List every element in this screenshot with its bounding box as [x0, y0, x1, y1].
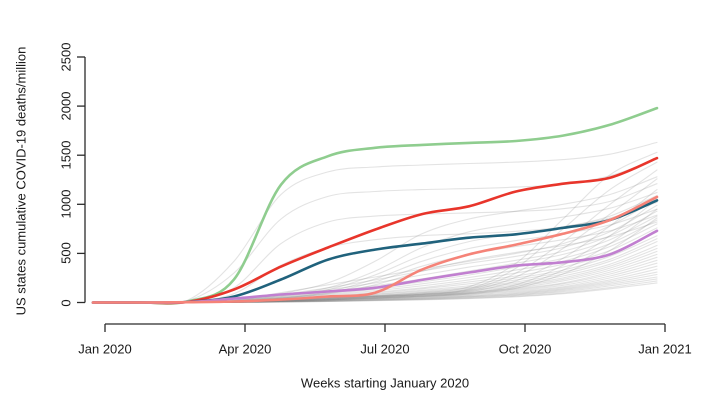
- y-tick-label: 500: [58, 242, 74, 265]
- x-tick-label: Jan 2021: [638, 341, 692, 357]
- x-tick-label: Jan 2020: [78, 341, 132, 357]
- x-tick-label: Apr 2020: [218, 341, 272, 357]
- y-tick-label: 1000: [58, 189, 74, 219]
- y-tick-label: 1500: [58, 140, 74, 170]
- y-tick-label: 2000: [58, 91, 74, 121]
- x-tick-label: Jul 2020: [360, 341, 410, 357]
- x-axis-title: Weeks starting January 2020: [300, 375, 470, 391]
- y-axis-title: US states cumulative COVID-19 deaths/mil…: [13, 46, 29, 316]
- highlight-salmon-line: [91, 195, 659, 304]
- y-tick-label: 2500: [58, 42, 74, 72]
- y-tick-label: 0: [58, 298, 74, 307]
- x-tick-label: Oct 2020: [498, 341, 552, 357]
